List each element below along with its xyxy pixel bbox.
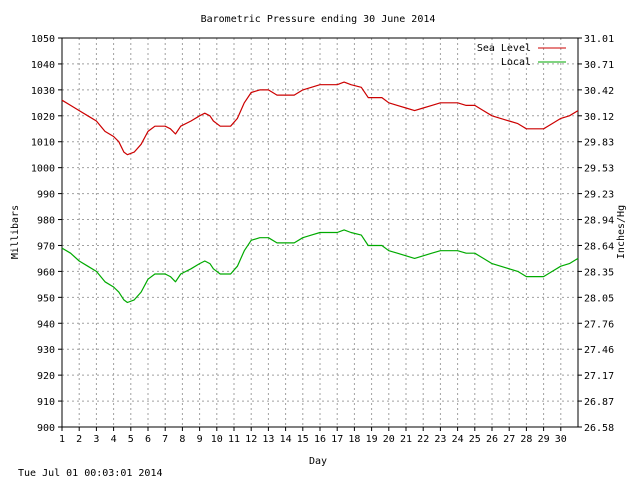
x-tick-label: 1: [59, 434, 65, 445]
y-tick-label-right: 29.23: [584, 190, 614, 201]
y-tick-label-right: 26.58: [584, 423, 614, 434]
x-tick-label: 16: [314, 434, 326, 445]
y-axis-label-right: Inches/Hg: [616, 205, 627, 259]
y-tick-label-right: 28.94: [584, 216, 614, 227]
y-tick-label-right: 30.12: [584, 112, 614, 123]
legend: Sea Level Local: [477, 43, 566, 68]
y-tick-label-left: 1040: [31, 60, 55, 71]
x-tick-label: 14: [280, 434, 292, 445]
legend-label-sea-level: Sea Level: [477, 43, 531, 54]
y-tick-label-left: 1030: [31, 86, 55, 97]
x-tick-label: 11: [228, 434, 240, 445]
x-tick-label: 18: [348, 434, 360, 445]
x-tick-label: 29: [538, 434, 550, 445]
series-lines: [61, 81, 579, 304]
x-tick-label: 8: [179, 434, 185, 445]
series-line-sea-level: [61, 81, 579, 156]
x-tick-label: 17: [331, 434, 343, 445]
x-tick-label: 30: [555, 434, 567, 445]
x-tick-label: 7: [162, 434, 168, 445]
series-line-local: [61, 229, 579, 304]
y-tick-label-right: 29.83: [584, 138, 614, 149]
x-tick-label: 12: [245, 434, 257, 445]
x-tick-label: 5: [128, 434, 134, 445]
grid: [62, 38, 578, 427]
x-tick-label: 27: [503, 434, 515, 445]
x-axis-label: Day: [309, 456, 327, 467]
timestamp-footer: Tue Jul 01 00:03:01 2014: [18, 468, 163, 479]
y-tick-label-left: 1010: [31, 138, 55, 149]
x-tick-label: 2: [76, 434, 82, 445]
x-tick-label: 24: [452, 434, 464, 445]
x-tick-label: 19: [366, 434, 378, 445]
x-tick-label: 21: [400, 434, 412, 445]
x-tick-label: 4: [111, 434, 117, 445]
x-tick-label: 13: [262, 434, 274, 445]
y-tick-label-left: 930: [37, 345, 55, 356]
x-tick-label: 22: [417, 434, 429, 445]
y-tick-label-right: 29.53: [584, 164, 614, 175]
x-tick-label: 6: [145, 434, 151, 445]
y-tick-label-left: 1020: [31, 112, 55, 123]
y-tick-label-left: 1000: [31, 164, 55, 175]
chart-title: Barometric Pressure ending 30 June 2014: [201, 14, 436, 25]
y-tick-label-right: 27.46: [584, 345, 614, 356]
x-tick-label: 9: [197, 434, 203, 445]
y-tick-label-right: 26.87: [584, 397, 614, 408]
legend-label-local: Local: [501, 57, 531, 68]
y-tick-label-left: 970: [37, 241, 55, 252]
y-tick-label-left: 940: [37, 319, 55, 330]
y-tick-label-right: 31.01: [584, 34, 614, 45]
y-tick-label-right: 30.42: [584, 86, 614, 97]
y-tick-label-left: 960: [37, 267, 55, 278]
y-tick-label-right: 28.05: [584, 293, 614, 304]
y-tick-label-left: 920: [37, 371, 55, 382]
x-tick-label: 10: [211, 434, 223, 445]
x-tick-label: 25: [469, 434, 481, 445]
y-tick-label-right: 28.64: [584, 241, 614, 252]
y-tick-label-left: 1050: [31, 34, 55, 45]
y-tick-label-right: 28.35: [584, 267, 614, 278]
y-tick-label-right: 27.17: [584, 371, 614, 382]
y-tick-label-right: 30.71: [584, 60, 614, 71]
x-tick-label: 26: [486, 434, 498, 445]
y-tick-label-left: 910: [37, 397, 55, 408]
y-tick-label-left: 900: [37, 423, 55, 434]
y-tick-label-left: 950: [37, 293, 55, 304]
y-tick-label-right: 27.76: [584, 319, 614, 330]
x-tick-label: 23: [434, 434, 446, 445]
y-axis-label-left: Millibars: [10, 205, 21, 259]
y-tick-label-left: 990: [37, 190, 55, 201]
x-tick-label: 15: [297, 434, 309, 445]
x-tick-label: 28: [520, 434, 532, 445]
y-tick-label-left: 980: [37, 216, 55, 227]
x-tick-label: 20: [383, 434, 395, 445]
x-tick-label: 3: [93, 434, 99, 445]
